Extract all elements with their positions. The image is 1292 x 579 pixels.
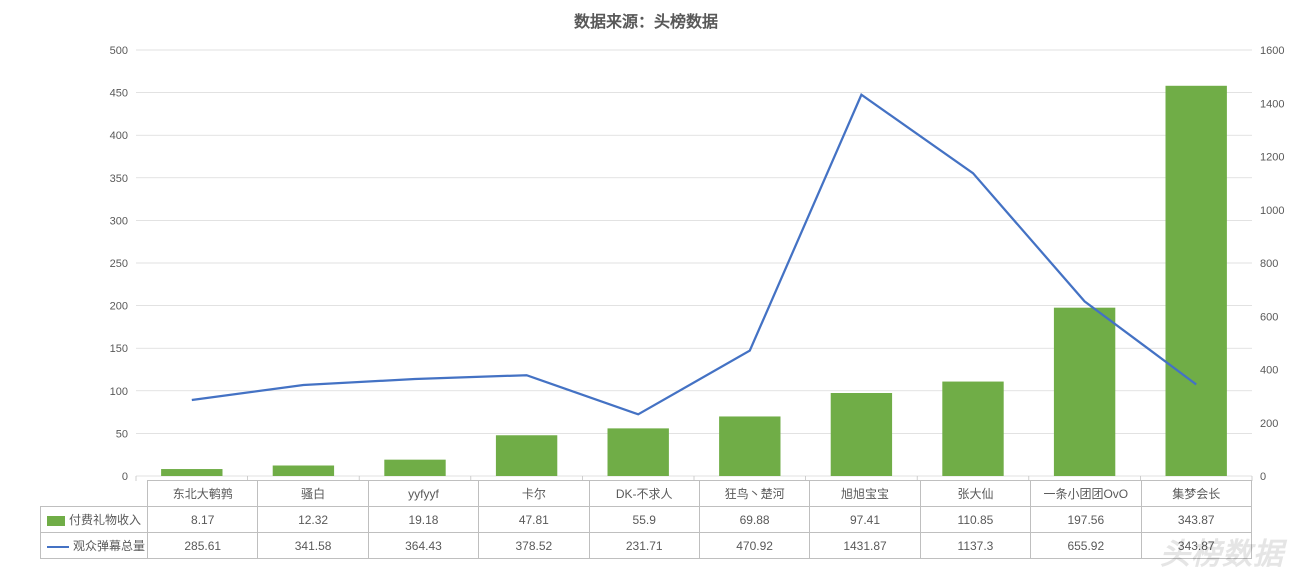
data-cell: 1137.3 (920, 533, 1030, 559)
bar (719, 416, 780, 476)
bar (273, 466, 334, 476)
bar (496, 435, 557, 476)
category-header: 卡尔 (479, 481, 589, 507)
bar (1054, 308, 1115, 476)
y-left-tick: 500 (110, 45, 128, 57)
y-right-tick: 1400 (1260, 98, 1284, 110)
bar (942, 382, 1003, 476)
bar (161, 469, 222, 476)
y-right-tick: 0 (1260, 471, 1266, 483)
data-table: 东北大鹌鹑骚白yyfyyf卡尔DK-不求人狂鸟丶楚河旭旭宝宝张大仙一条小团团Ov… (40, 480, 1252, 559)
y-left-tick: 450 (110, 88, 128, 100)
y-left-tick: 100 (110, 386, 128, 398)
y-left-tick: 300 (110, 215, 128, 227)
data-cell: 19.18 (368, 507, 478, 533)
data-cell: 343.87 (1141, 507, 1252, 533)
category-header: 骚白 (258, 481, 368, 507)
data-cell: 285.61 (148, 533, 258, 559)
chart-title: 数据来源：头榜数据 (0, 0, 1292, 32)
data-cell: 655.92 (1031, 533, 1141, 559)
bar (831, 393, 892, 476)
data-cell: 110.85 (920, 507, 1030, 533)
data-cell: 470.92 (699, 533, 809, 559)
category-header: 旭旭宝宝 (810, 481, 921, 507)
y-right-tick: 400 (1260, 365, 1278, 377)
data-cell: 341.58 (258, 533, 368, 559)
y-right-tick: 200 (1260, 418, 1278, 430)
data-cell: 231.71 (589, 533, 699, 559)
bar (384, 460, 445, 476)
y-left-tick: 50 (116, 428, 128, 440)
series-label: 付费礼物收入 (41, 507, 148, 533)
line-series (192, 95, 1196, 415)
category-header: 狂鸟丶楚河 (699, 481, 809, 507)
data-cell: 69.88 (699, 507, 809, 533)
y-left-tick: 150 (110, 343, 128, 355)
category-header: 东北大鹌鹑 (148, 481, 258, 507)
category-header: yyfyyf (368, 481, 478, 507)
series-label: 观众弹幕总量 (41, 533, 148, 559)
category-header: 一条小团团OvO (1031, 481, 1141, 507)
data-cell: 55.9 (589, 507, 699, 533)
category-header: DK-不求人 (589, 481, 699, 507)
data-cell: 8.17 (148, 507, 258, 533)
data-cell: 343.87 (1141, 533, 1252, 559)
bar (608, 428, 669, 476)
bar (1166, 86, 1227, 476)
category-header: 张大仙 (920, 481, 1030, 507)
y-left-tick: 350 (110, 173, 128, 185)
data-cell: 47.81 (479, 507, 589, 533)
y-right-tick: 800 (1260, 258, 1278, 270)
data-cell: 1431.87 (810, 533, 921, 559)
y-right-tick: 600 (1260, 311, 1278, 323)
y-left-tick: 250 (110, 258, 128, 270)
y-right-tick: 1000 (1260, 205, 1284, 217)
y-right-tick: 1200 (1260, 152, 1284, 164)
data-cell: 378.52 (479, 533, 589, 559)
data-cell: 364.43 (368, 533, 478, 559)
y-right-tick: 1600 (1260, 45, 1284, 57)
y-left-tick: 400 (110, 130, 128, 142)
data-cell: 197.56 (1031, 507, 1141, 533)
y-left-tick: 200 (110, 301, 128, 313)
data-cell: 97.41 (810, 507, 921, 533)
data-cell: 12.32 (258, 507, 368, 533)
category-header: 集梦会长 (1141, 481, 1252, 507)
